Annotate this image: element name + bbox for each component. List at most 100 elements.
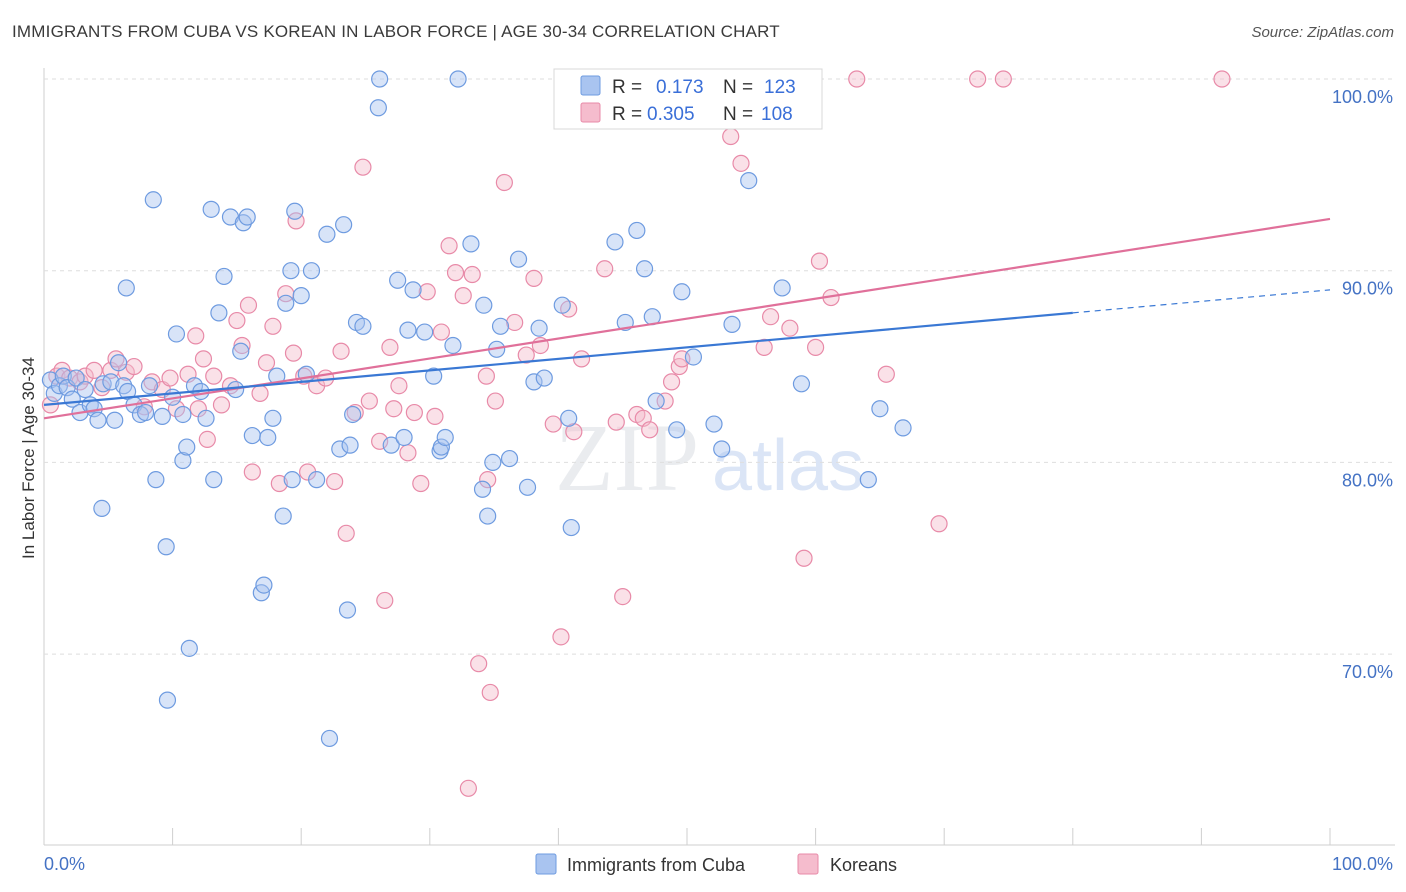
cuba-point <box>185 377 204 395</box>
korean-point <box>412 474 430 493</box>
cuba-point <box>109 354 128 372</box>
cuba-point <box>382 436 400 454</box>
cuba-point <box>859 471 877 489</box>
cuba-trendline <box>43 311 1073 406</box>
bottom-legend-swatch-korean <box>797 853 819 875</box>
y-axis-title: In Labor Force | Age 30-34 <box>19 357 38 559</box>
cuba-point <box>436 428 454 447</box>
korean-point <box>346 403 364 422</box>
cuba-point <box>197 409 215 427</box>
korean-point <box>795 549 813 567</box>
korean-point <box>326 472 344 491</box>
korean-point <box>381 338 399 356</box>
cuba-point <box>243 426 261 445</box>
cuba-point <box>404 281 422 299</box>
cuba-point <box>320 729 339 748</box>
cuba-trendline-extension <box>1072 289 1331 314</box>
legend-n-value-cuba: 123 <box>764 77 796 98</box>
korean-point <box>376 591 394 610</box>
source-credit: Source: ZipAtlas.com <box>1251 24 1394 41</box>
y-gridlines <box>44 78 1395 655</box>
cuba-point <box>147 471 165 489</box>
cuba-point <box>530 319 548 337</box>
cuba-point <box>180 639 198 657</box>
cuba-point <box>41 371 60 389</box>
korean-point <box>607 413 625 431</box>
korean-point <box>614 587 632 606</box>
cuba-point <box>560 409 578 427</box>
korean-point <box>459 779 477 797</box>
korean-point <box>198 430 216 448</box>
y-tick-label: 80.0% <box>1342 470 1393 490</box>
cuba-point <box>202 200 220 218</box>
korean-point <box>722 127 740 146</box>
korean-point <box>544 415 562 433</box>
korean-point <box>848 70 866 88</box>
cuba-point <box>509 250 528 268</box>
legend-n-label-cuba: N = <box>723 77 753 98</box>
cuba-point <box>449 70 467 88</box>
bottom-legend-label-cuba: Immigrants from Cuba <box>567 855 746 875</box>
cuba-point <box>484 453 502 471</box>
cuba-point <box>286 202 304 220</box>
korean-point <box>994 70 1012 88</box>
x-tick-label-min: 0.0% <box>44 854 85 874</box>
korean-point <box>1213 70 1231 88</box>
korean-point <box>228 311 246 330</box>
korean-point <box>251 384 269 402</box>
cuba-point <box>117 279 135 297</box>
korean-point <box>161 369 179 387</box>
cuba-point <box>174 405 192 424</box>
x-ticks <box>172 828 1331 845</box>
cuba-point <box>444 336 462 355</box>
cuba-point <box>106 411 124 429</box>
cuba-point <box>93 499 111 518</box>
korean-point <box>284 344 303 362</box>
bottom-legend-label-korean: Koreans <box>830 855 897 875</box>
korean-point <box>572 350 591 368</box>
korean-point <box>257 354 276 372</box>
korean-point <box>525 269 543 287</box>
cuba-point <box>210 304 228 322</box>
korean-point <box>432 323 450 341</box>
cuba-point <box>871 400 889 418</box>
legend-swatch-cuba <box>580 75 601 96</box>
cuba-point <box>67 369 85 387</box>
cuba-point <box>562 518 580 537</box>
cuba-point <box>713 440 731 458</box>
cuba-point <box>462 235 480 253</box>
cuba-point <box>292 287 310 305</box>
korean-point <box>495 173 513 192</box>
korean-point <box>454 287 472 305</box>
cuba-point <box>308 471 326 489</box>
korean-point <box>426 407 444 425</box>
korean-point <box>233 336 251 355</box>
cuba-point <box>668 421 686 439</box>
korean-point <box>517 346 535 364</box>
korean-point <box>656 392 674 410</box>
y-tick-label: 100.0% <box>1332 87 1393 107</box>
cuba-point <box>144 191 162 209</box>
cuba-point <box>255 576 273 594</box>
cuba-point <box>157 538 175 556</box>
korean-point <box>481 683 499 702</box>
cuba-point <box>491 317 510 335</box>
cuba-point <box>616 313 634 332</box>
cuba-point <box>158 691 177 709</box>
cuba-point <box>354 317 372 335</box>
cuba-point <box>395 428 413 447</box>
cuba-point <box>525 373 543 391</box>
cuba-point <box>894 419 912 437</box>
cuba-point <box>205 471 223 489</box>
korean-point <box>477 367 495 385</box>
cuba-point <box>140 377 159 395</box>
watermark-atlas: atlas <box>712 426 864 506</box>
cuba-point <box>635 260 654 278</box>
korean-point <box>732 154 750 172</box>
korean-point <box>390 377 408 395</box>
cuba-point <box>76 380 94 399</box>
cuba-point <box>178 438 196 456</box>
cuba-point <box>277 294 295 312</box>
korean-point <box>470 655 488 673</box>
korean-point <box>337 524 355 542</box>
